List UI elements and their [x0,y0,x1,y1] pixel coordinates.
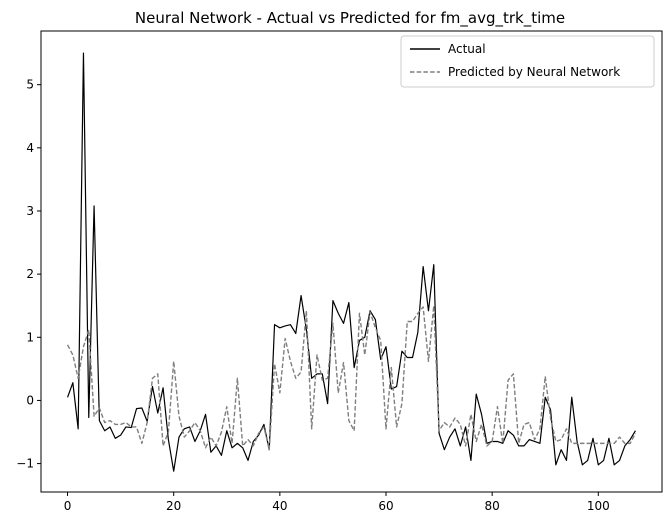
y-tick-label: 0 [26,393,34,407]
series-line-predicted [66,305,637,451]
x-tick-label: 0 [64,499,72,513]
y-tick-label: 5 [26,78,34,92]
chart-title: Neural Network - Actual vs Predicted for… [135,9,565,28]
x-tick-label: 20 [166,499,181,513]
x-tick-label: 80 [485,499,500,513]
y-tick-label: 2 [26,267,34,281]
legend-label: Actual [448,42,486,56]
y-tick-label: 3 [26,204,34,218]
x-tick-label: 100 [587,499,610,513]
y-tick-label: 4 [26,141,34,155]
legend-label: Predicted by Neural Network [448,65,620,79]
x-tick-label: 60 [378,499,393,513]
series-line-actual [66,52,636,472]
y-tick-label: 1 [26,330,34,344]
plot-area: 0 20 40 60 80 100 −1 0 1 2 3 4 5 Actual Predicted by N… [16,30,663,513]
y-tick-label: −1 [16,457,34,471]
legend-box [400,35,655,88]
legend: Actual Predicted by Neural Network [400,35,655,88]
x-tick-label: 40 [272,499,287,513]
plot-frame [40,30,663,493]
